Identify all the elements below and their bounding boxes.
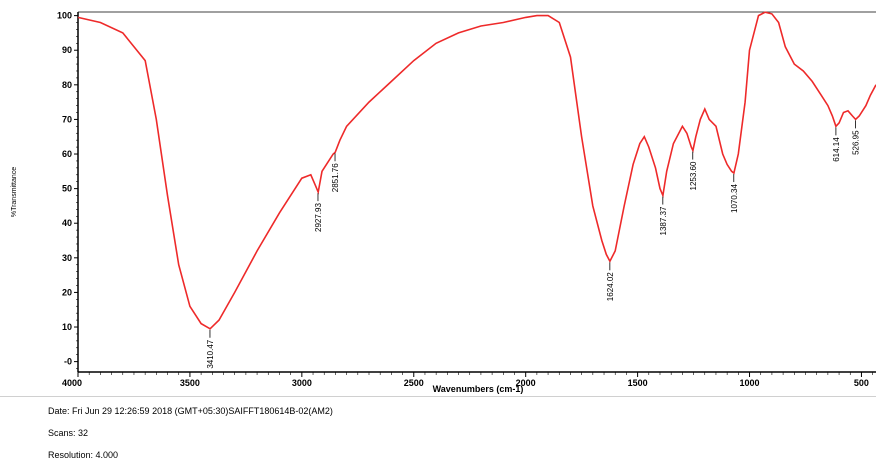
x-axis-ticks: 4000 3500 3000 2500 2000 1500 1000 500 xyxy=(62,372,873,388)
y-tick-label: -0 xyxy=(64,357,72,367)
y-axis-ticks: -0 10 20 30 40 50 60 70 80 90 100 xyxy=(57,11,78,369)
peak-label: 1624.02 xyxy=(606,272,615,301)
y-tick-label: 40 xyxy=(62,218,72,228)
x-axis-label: Wavenumbers (cm-1) xyxy=(433,384,524,394)
divider xyxy=(0,396,876,397)
peak-label: 1387.37 xyxy=(659,206,668,235)
y-tick-label: 70 xyxy=(62,114,72,124)
y-axis-label: %Transmittance xyxy=(11,167,18,217)
peak-labels: 3410.47 2927.93 2851.76 1624.02 1387.37 1253.… xyxy=(206,120,860,369)
y-tick-label: 20 xyxy=(62,287,72,297)
peak-label: 1070.34 xyxy=(730,184,739,213)
info-resolution: Resolution: 4.000 xyxy=(48,450,119,460)
y-tick-label: 30 xyxy=(62,253,72,263)
chart-axes xyxy=(77,11,876,373)
x-tick-label: 2500 xyxy=(404,378,424,388)
peak-label: 2927.93 xyxy=(314,203,323,232)
peak-label: 614.14 xyxy=(832,137,841,162)
spectrum-line xyxy=(77,11,876,330)
y-tick-label: 90 xyxy=(62,45,72,55)
peak-label: 2851.76 xyxy=(331,163,340,192)
info-scans: Scans: 32 xyxy=(48,428,89,438)
y-tick-label: 10 xyxy=(62,322,72,332)
x-tick-label: 3000 xyxy=(292,378,312,388)
y-tick-label: 50 xyxy=(62,184,72,194)
x-tick-label: 500 xyxy=(854,378,869,388)
ir-spectrum-chart: -0 10 20 30 40 50 60 70 80 90 100 4000 3500 3000 2500… xyxy=(11,11,876,394)
peak-label: 1253.60 xyxy=(689,161,698,190)
y-tick-label: 60 xyxy=(62,149,72,159)
x-tick-label: 1000 xyxy=(740,378,760,388)
x-tick-label: 2000 xyxy=(516,378,536,388)
x-tick-label: 1500 xyxy=(628,378,648,388)
y-tick-label: 100 xyxy=(57,11,72,21)
peak-label: 526.95 xyxy=(851,130,860,155)
peak-label: 3410.47 xyxy=(206,339,215,368)
x-tick-label: 4000 xyxy=(62,378,82,388)
x-tick-label: 3500 xyxy=(180,378,200,388)
info-date: Date: Fri Jun 29 12:26:59 2018 (GMT+05:3… xyxy=(48,406,333,416)
y-tick-label: 80 xyxy=(62,80,72,90)
